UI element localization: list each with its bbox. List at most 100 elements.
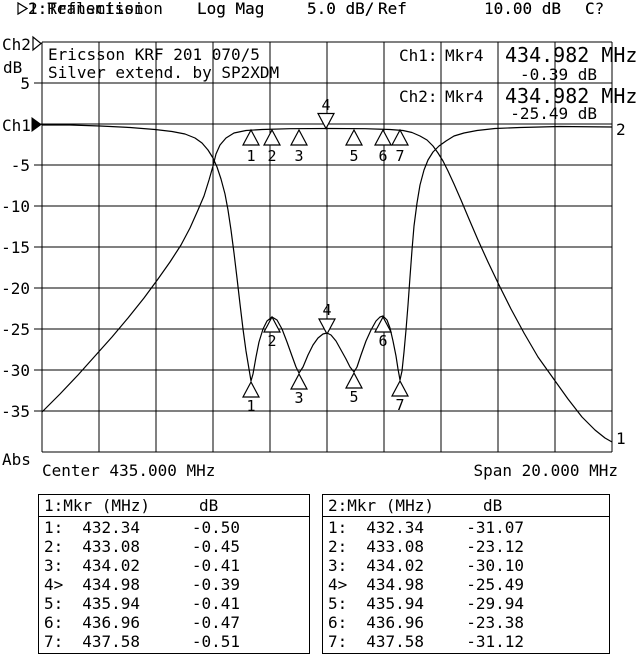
table-header: 1:Mkr (MHz) dB (39, 497, 309, 517)
marker-number: 2: (328, 537, 348, 556)
marker-number: 6: (44, 613, 64, 632)
table-row: 3: 434.02 -30.10 (323, 557, 609, 576)
marker-label: 5 (349, 388, 358, 406)
readout-frequency: 434.982 MHz (505, 43, 638, 67)
table-unit: dB (199, 496, 219, 515)
channel-1-cal-status: C (585, 0, 595, 18)
marker-value: -29.94 (466, 594, 524, 613)
table-title: 1:Mkr (MHz) (44, 496, 150, 515)
marker-label: 1 (246, 397, 255, 415)
readout-frequency: 434.982 MHz (505, 84, 638, 108)
right-axis-ticks (604, 123, 612, 412)
marker-number: 2: (44, 537, 64, 556)
table-row: 2: 433.08 -23.12 (323, 538, 609, 557)
marker-number: 3: (44, 556, 64, 575)
marker-number: 3: (328, 556, 348, 575)
channel-1-format: Log Mag (197, 0, 265, 18)
marker-value: -30.10 (466, 556, 524, 575)
marker-label: 2 (267, 147, 276, 165)
readout-marker: Mkr4 (445, 46, 484, 65)
marker-1-triangle-icon (242, 380, 260, 398)
marker-value: -23.12 (466, 537, 524, 556)
channel-2-cal-status: C? (585, 0, 605, 18)
abs-axis-label: Abs (2, 450, 31, 469)
table-header-divider (323, 516, 609, 517)
marker-table-ch2: 2:Mkr (MHz) dB 1: 432.34 -31.07 2: 433.08 -2… (322, 494, 610, 654)
marker-number: 5: (328, 594, 348, 613)
marker-frequency: 432.34 (366, 518, 424, 537)
marker-5-triangle-icon (345, 371, 363, 389)
readout-value: -25.49 dB (510, 104, 597, 123)
channel-2-ref-value: 10.00 dB (483, 0, 561, 18)
marker-value: -0.51 (191, 632, 240, 651)
marker-frequency: 437.58 (366, 632, 424, 651)
ytick-m30: -30 (1, 361, 30, 380)
marker-label: 6 (378, 147, 387, 165)
marker-frequency: 432.34 (82, 518, 140, 537)
table-row: 5: 435.94 -29.94 (323, 595, 609, 614)
marker-frequency: 435.94 (366, 594, 424, 613)
ch2-axis-label: Ch2 (2, 35, 31, 54)
table-row: 6: 436.96 -23.38 (323, 614, 609, 633)
table-header-divider (39, 516, 309, 517)
marker-2-triangle-icon (263, 128, 281, 146)
marker-value: -23.38 (466, 613, 524, 632)
marker-label: 6 (378, 332, 387, 350)
channel-1-label: 1:Transmission (28, 0, 163, 18)
marker-number: 1: (44, 518, 64, 537)
table-row: 7: 437.58 -0.51 (39, 633, 309, 652)
marker-frequency: 436.96 (366, 613, 424, 632)
marker-7-triangle-icon (391, 128, 409, 146)
marker-frequency: 435.94 (82, 594, 140, 613)
channel-1-scale: 5.0 dB/ (307, 0, 375, 18)
marker-2-triangle-icon (263, 315, 281, 333)
marker-label: 3 (294, 389, 303, 407)
marker-frequency: 436.96 (82, 613, 140, 632)
marker-number: 4> (44, 575, 64, 594)
marker-frequency: 434.02 (366, 556, 424, 575)
channel-2-ref-label: Ref (378, 0, 407, 18)
channel-2-label: 2:Reflection (28, 0, 144, 18)
table-row-active: 4> 434.98 -25.49 (323, 576, 609, 595)
table-row: 3: 434.02 -0.41 (39, 557, 309, 576)
marker-frequency: 433.08 (82, 537, 140, 556)
marker-label: 5 (349, 147, 358, 165)
marker-frequency: 434.98 (82, 575, 140, 594)
marker-number: 4> (328, 575, 348, 594)
table-row-active: 4> 434.98 -0.39 (39, 576, 309, 595)
ytick-m10: -10 (1, 197, 30, 216)
marker-frequency: 433.08 (366, 537, 424, 556)
marker-number: 7: (328, 632, 348, 651)
channel-1-ref-value: 0.00 dB (493, 0, 561, 18)
marker-1-triangle-icon (242, 128, 260, 146)
readout-channel: Ch2: (399, 87, 438, 106)
ch1-ref-triangle-icon (31, 117, 42, 132)
marker-value: -0.45 (191, 537, 240, 556)
title-annotation-line-1: Ericsson KRF 201 070/5 (48, 45, 260, 64)
marker-value: -0.50 (191, 518, 240, 537)
marker-6-triangle-icon (374, 315, 392, 333)
marker-4-active-triangle-icon (318, 318, 336, 336)
table-row: 5: 435.94 -0.41 (39, 595, 309, 614)
marker-frequency: 437.58 (82, 632, 140, 651)
ytick-m25: -25 (1, 320, 30, 339)
marker-value: -0.47 (191, 613, 240, 632)
channel-2-scale: 5.0 dB/ (307, 0, 375, 18)
marker-label: 2 (267, 332, 276, 350)
marker-value: -0.39 (191, 575, 240, 594)
marker-4-active-triangle-icon (317, 112, 335, 130)
channel-2-header: 2:Reflection Log Mag 5.0 dB/ Ref 10.00 d… (0, 0, 640, 18)
ch2-ref-triangle-icon (32, 35, 42, 52)
readout-value: -0.39 dB (519, 65, 597, 84)
left-axis-ticks (34, 82, 42, 412)
title-annotation-line-2: Silver extend. by SP2XDM (48, 63, 280, 82)
trace-1-markers (242, 112, 409, 146)
ch1-axis-label: Ch1 (2, 116, 31, 135)
marker-label: 4 (322, 301, 331, 319)
db-axis-label: dB (3, 58, 23, 77)
readout-marker: Mkr4 (445, 87, 484, 106)
channel-2-format: Log Mag (197, 0, 265, 18)
marker-frequency: 434.02 (82, 556, 140, 575)
